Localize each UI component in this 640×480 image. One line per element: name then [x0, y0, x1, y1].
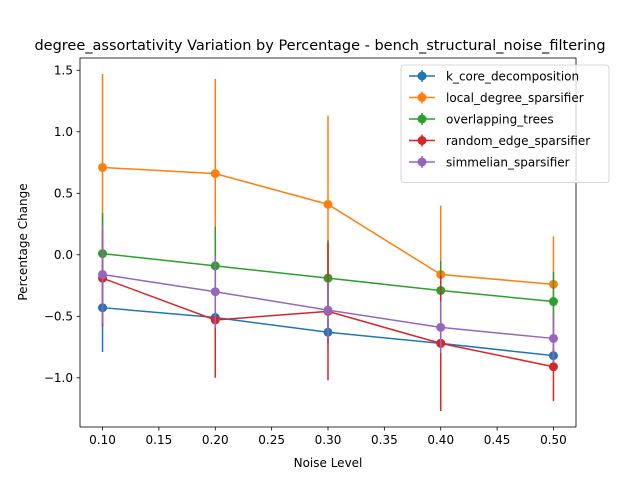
legend-marker — [417, 93, 427, 102]
y-axis: −1.0 −0.5 0.0 0.5 1.0 1.5 — [44, 63, 80, 385]
data-point — [98, 269, 108, 279]
data-point — [210, 169, 220, 179]
legend-label: k_core_decomposition — [446, 70, 579, 84]
data-point — [210, 287, 220, 297]
legend-box — [400, 64, 610, 183]
legend-item: random_edge_sparsifier — [409, 134, 590, 148]
legend: k_core_decomposition local_degree_sparsif… — [400, 64, 610, 183]
y-axis-label: Percentage Change — [16, 183, 30, 300]
x-tick-label: 0.50 — [540, 433, 567, 447]
x-tick-label: 0.20 — [202, 433, 229, 447]
x-tick-label: 0.25 — [258, 433, 285, 447]
legend-item: k_core_decomposition — [409, 70, 579, 84]
x-tick-label: 0.30 — [315, 433, 342, 447]
legend-item: overlapping_trees — [409, 113, 554, 127]
y-tick-label: 1.0 — [54, 125, 73, 139]
legend-label: overlapping_trees — [446, 113, 554, 127]
y-tick-label: 0.5 — [54, 186, 73, 200]
legend-marker — [417, 157, 427, 167]
legend-marker — [417, 114, 427, 124]
data-point — [548, 362, 558, 372]
chart-title: degree_assortativity Variation by Percen… — [34, 38, 605, 54]
data-point — [548, 333, 558, 343]
x-tick-label: 0.35 — [371, 433, 398, 447]
legend-label: random_edge_sparsifier — [446, 134, 590, 148]
x-tick-label: 0.10 — [89, 433, 116, 447]
legend-marker — [417, 71, 427, 81]
x-axis-label: Noise Level — [294, 456, 363, 470]
x-tick-label: 0.15 — [146, 433, 173, 447]
x-axis: 0.10 0.15 0.20 0.25 0.30 0.35 0.40 0.45 0.50 — [89, 427, 567, 447]
x-tick-label: 0.40 — [427, 433, 454, 447]
data-point — [323, 199, 333, 209]
data-point — [98, 162, 108, 172]
legend-label: simmelian_sparsifier — [446, 156, 570, 170]
series-simmelian_sparsifier — [98, 225, 558, 364]
plot-area — [98, 73, 558, 412]
legend-item: local_degree_sparsifier — [409, 91, 584, 105]
legend-marker — [417, 136, 427, 145]
data-point — [323, 305, 333, 315]
y-tick-label: −0.5 — [44, 309, 73, 323]
x-tick-label: 0.45 — [484, 433, 511, 447]
data-point — [548, 297, 558, 307]
data-point — [436, 322, 446, 332]
legend-label: local_degree_sparsifier — [446, 91, 584, 105]
y-tick-label: 1.5 — [54, 63, 73, 77]
y-tick-label: −1.0 — [44, 371, 73, 385]
legend-item: simmelian_sparsifier — [409, 156, 570, 170]
y-tick-label: 0.0 — [54, 248, 73, 262]
